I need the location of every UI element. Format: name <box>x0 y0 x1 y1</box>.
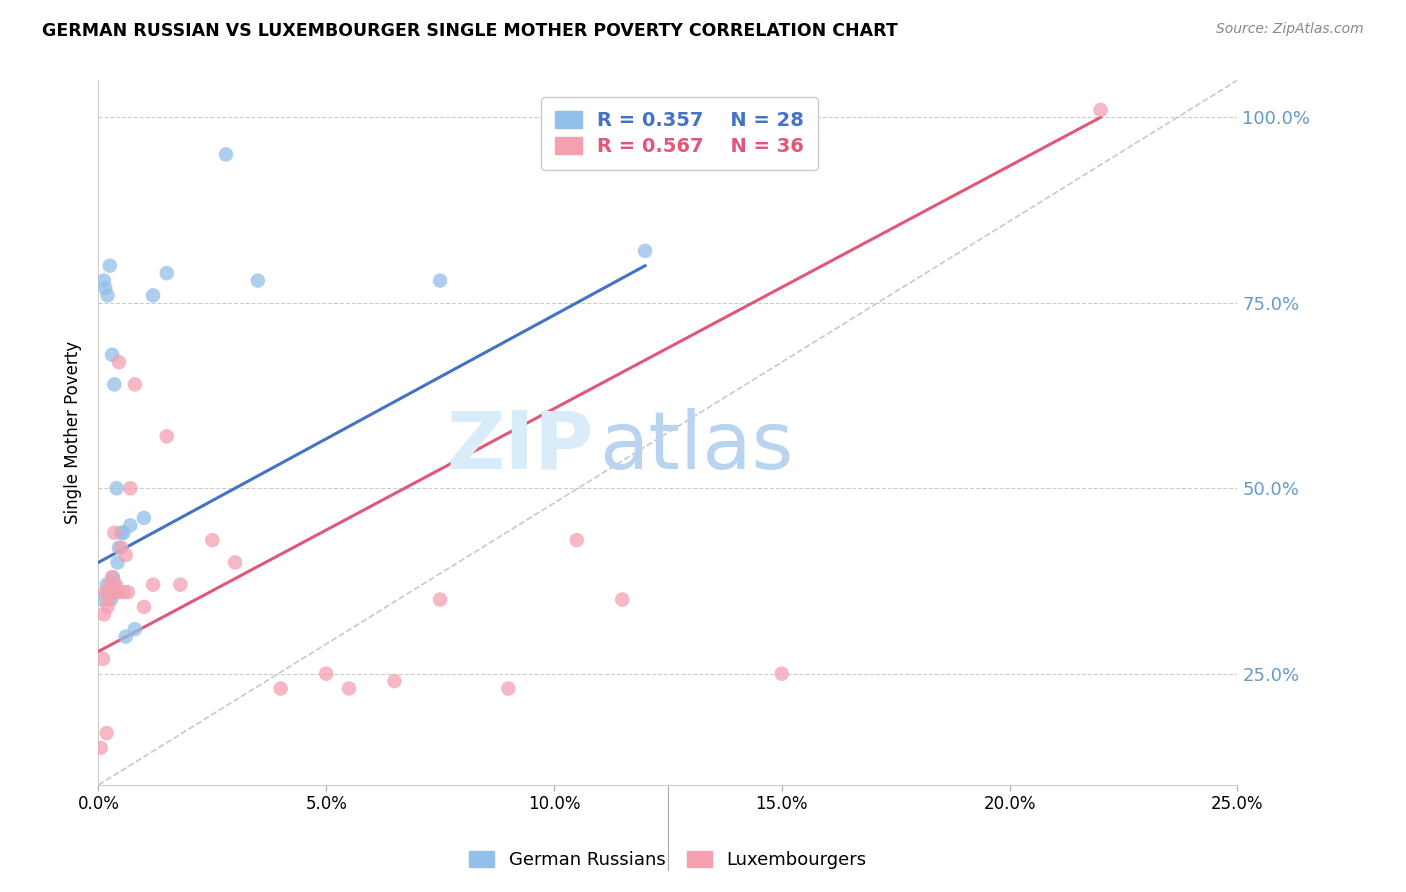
Point <box>114 630 136 644</box>
Point <box>98 577 121 591</box>
Text: atlas: atlas <box>599 408 794 486</box>
Text: GERMAN RUSSIAN VS LUXEMBOURGER SINGLE MOTHER POVERTY CORRELATION CHART: GERMAN RUSSIAN VS LUXEMBOURGER SINGLE MO… <box>42 22 898 40</box>
Point <box>100 592 122 607</box>
Point <box>96 726 118 740</box>
Point <box>156 429 179 443</box>
Point <box>93 274 115 288</box>
Point <box>384 674 406 689</box>
Point <box>108 541 131 555</box>
Point <box>215 147 238 161</box>
Point <box>498 681 520 696</box>
Text: Source: ZipAtlas.com: Source: ZipAtlas.com <box>1216 22 1364 37</box>
Point <box>315 666 337 681</box>
Point <box>110 541 132 555</box>
Point <box>91 652 114 666</box>
Point <box>114 548 136 562</box>
Point <box>105 481 128 495</box>
Text: ZIP: ZIP <box>447 408 593 486</box>
Point <box>97 585 120 599</box>
Point <box>91 592 114 607</box>
Point <box>110 525 132 540</box>
Point <box>108 355 131 369</box>
Point <box>565 533 588 548</box>
Point <box>112 585 135 599</box>
Point <box>96 599 118 614</box>
Point <box>120 518 142 533</box>
Point <box>90 740 112 755</box>
Point <box>246 274 269 288</box>
Point <box>104 585 127 599</box>
Point <box>96 577 118 591</box>
Point <box>429 592 451 607</box>
Point <box>120 481 142 495</box>
Point <box>429 274 451 288</box>
Point <box>94 281 117 295</box>
Legend: German Russians, Luxembourgers: German Russians, Luxembourgers <box>461 843 875 876</box>
Y-axis label: Single Mother Poverty: Single Mother Poverty <box>65 341 83 524</box>
Point <box>634 244 657 258</box>
Point <box>124 622 146 636</box>
Point <box>117 585 139 599</box>
Point <box>104 577 127 591</box>
Point <box>142 288 165 302</box>
Point <box>96 288 118 302</box>
Point <box>270 681 292 696</box>
Point <box>97 592 120 607</box>
Point <box>107 556 129 570</box>
Point <box>98 259 121 273</box>
Point <box>101 348 124 362</box>
Point <box>224 556 246 570</box>
Point <box>101 570 124 584</box>
Point <box>612 592 634 607</box>
Point <box>103 577 125 591</box>
Point <box>132 599 155 614</box>
Point <box>770 666 793 681</box>
Point <box>124 377 146 392</box>
Point <box>101 570 124 584</box>
Point <box>107 585 129 599</box>
Point <box>201 533 224 548</box>
Point <box>337 681 360 696</box>
Point <box>169 577 191 591</box>
Point <box>100 585 122 599</box>
Point <box>93 607 115 622</box>
Point <box>132 511 155 525</box>
Point <box>156 266 179 280</box>
Point <box>1090 103 1112 117</box>
Point <box>142 577 165 591</box>
Point <box>94 585 117 599</box>
Point <box>103 525 125 540</box>
Point <box>112 525 135 540</box>
Point <box>103 377 125 392</box>
